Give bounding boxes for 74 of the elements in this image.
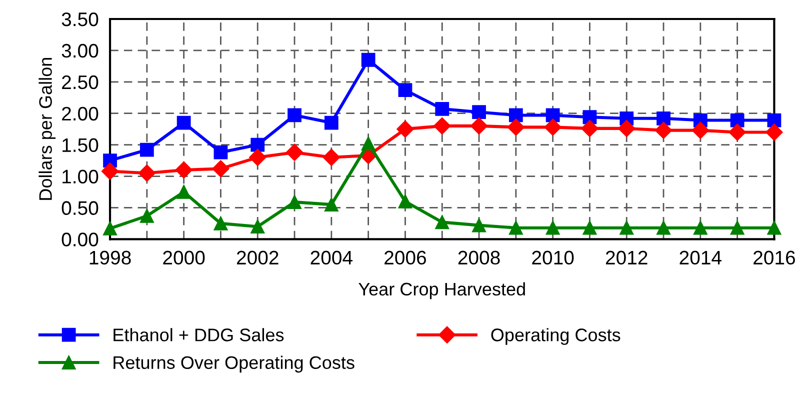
point: [546, 220, 560, 235]
point: [693, 220, 708, 235]
point: [250, 220, 265, 234]
point: [361, 52, 376, 67]
point: [544, 118, 562, 136]
point: [176, 116, 191, 130]
point: [398, 83, 412, 98]
x-tick-label: 2006: [384, 250, 426, 265]
point: [214, 145, 228, 160]
x-tick-label: 2014: [680, 250, 722, 265]
point: [508, 220, 523, 235]
x-axis-title: Year Crop Harvested: [358, 282, 525, 300]
point: [656, 111, 670, 126]
x-tick-label: 1998: [90, 250, 131, 265]
y-tick-label: 0.00: [62, 232, 98, 246]
point: [286, 144, 304, 161]
point: [175, 161, 192, 179]
y-tick-label: 3.00: [62, 44, 98, 58]
point: [618, 120, 636, 137]
point: [288, 195, 302, 209]
point: [730, 220, 744, 235]
legend-label: Operating Costs: [491, 328, 620, 345]
point: [766, 124, 783, 141]
legend-label: Ethanol + DDG Sales: [114, 328, 284, 342]
point: [730, 113, 744, 128]
point: [654, 122, 672, 139]
legend-label: Returns Over Operating Costs: [114, 356, 354, 373]
point: [546, 108, 560, 122]
point: [101, 162, 119, 180]
y-tick-label: 0.50: [62, 201, 98, 215]
point: [728, 124, 746, 141]
point: [214, 216, 228, 230]
point: [767, 220, 782, 235]
x-tick-label: 2010: [532, 250, 574, 265]
point: [288, 108, 302, 122]
y-axis-title: Dollars per Gallon: [38, 58, 56, 200]
point: [140, 208, 154, 223]
point: [692, 122, 709, 139]
point: [435, 215, 450, 230]
x-tick-label: 2016: [754, 250, 795, 265]
y-tick-label: 1.00: [62, 170, 98, 184]
point: [322, 148, 340, 166]
point: [472, 105, 486, 120]
point: [620, 220, 634, 235]
point: [508, 108, 523, 122]
point: [324, 116, 338, 130]
point: [103, 222, 117, 236]
y-tick-label: 3.50: [62, 12, 98, 26]
x-tick-label: 2000: [163, 250, 205, 265]
x-tick-label: 2012: [606, 250, 648, 265]
point: [361, 136, 376, 150]
y-tick-label: 1.50: [62, 138, 98, 152]
point: [582, 220, 597, 235]
point: [140, 142, 154, 157]
point: [507, 118, 524, 136]
point: [250, 138, 265, 152]
point: [398, 194, 412, 208]
point: [656, 220, 670, 235]
x-tick-label: 2002: [236, 250, 278, 265]
point: [581, 120, 598, 137]
x-tick-label: 2008: [458, 250, 500, 265]
point: [434, 117, 451, 134]
point: [138, 164, 156, 182]
point: [435, 102, 450, 116]
point: [472, 218, 486, 232]
point: [396, 120, 414, 138]
point: [324, 198, 338, 212]
y-tick-label: 2.00: [62, 106, 98, 121]
y-tick-label: 2.50: [62, 75, 98, 90]
point: [212, 160, 230, 178]
point: [249, 148, 266, 166]
point: [470, 117, 488, 134]
x-tick-label: 2004: [310, 250, 352, 265]
point: [176, 185, 191, 199]
